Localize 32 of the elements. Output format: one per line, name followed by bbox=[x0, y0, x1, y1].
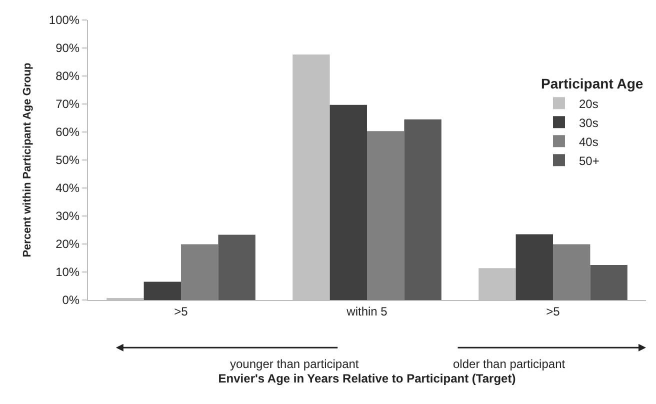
y-tick-label: 10% bbox=[56, 265, 80, 280]
y-axis-title: Percent within Participant Age Group bbox=[22, 62, 34, 258]
bar bbox=[590, 265, 628, 300]
bar bbox=[516, 234, 553, 300]
legend-label: 50+ bbox=[579, 154, 600, 168]
text: younger than participant bbox=[230, 357, 360, 371]
bar bbox=[404, 119, 442, 300]
bar bbox=[553, 244, 590, 300]
y-tick-label: 70% bbox=[56, 97, 80, 112]
y-tick-label: 90% bbox=[56, 41, 80, 56]
legend-label: 20s bbox=[579, 96, 598, 111]
y-tick-label: 30% bbox=[56, 209, 80, 224]
x-tick-label: within 5 bbox=[346, 304, 388, 318]
y-tick-label: 60% bbox=[56, 125, 80, 140]
legend-label: 30s bbox=[579, 116, 598, 130]
bar bbox=[181, 244, 218, 300]
x-tick-label: >5 bbox=[546, 304, 560, 318]
y-tick-label: 50% bbox=[56, 153, 80, 168]
y-tick-label: 80% bbox=[56, 69, 80, 84]
y-tick-label: 20% bbox=[56, 237, 80, 252]
x-tick-label: >5 bbox=[174, 304, 188, 318]
x-axis-title: Envier's Age in Years Relative to Participant (Target) bbox=[218, 371, 516, 386]
bar bbox=[144, 282, 181, 300]
bar bbox=[330, 104, 367, 300]
bar bbox=[367, 131, 404, 300]
bar bbox=[218, 234, 256, 300]
text: older than participant bbox=[453, 357, 566, 371]
y-tick-label: 40% bbox=[56, 181, 80, 196]
legend-label: 40s bbox=[579, 134, 598, 149]
y-tick-label: 100% bbox=[48, 13, 80, 28]
y-tick-label: 0% bbox=[62, 293, 80, 308]
legend-title: Participant Age bbox=[541, 76, 644, 92]
